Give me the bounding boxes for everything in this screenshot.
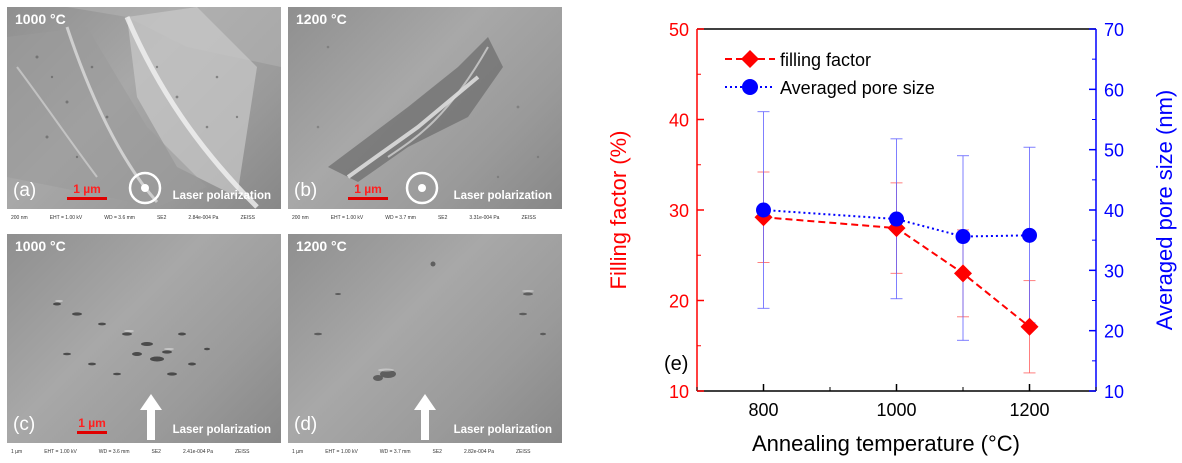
panel-temperature: 1000 °C [15,11,66,27]
x-axis-label: Annealing temperature (°C) [752,431,1020,456]
series-line-filling-factor [763,216,1031,328]
footer-wd: WD = 3.6 mm [98,448,130,455]
data-point-filling-factor [954,264,972,283]
chart-marks [754,111,1039,374]
right-y-tick-label: 60 [1104,80,1124,100]
sem-texture [316,37,540,182]
chart-legend: filling factor Averaged pore size [725,50,935,98]
left-y-tick-label: 50 [669,20,689,40]
panel-temperature: 1200 °C [296,11,347,27]
data-point-pore-size [756,202,771,218]
sem-texture [7,7,281,209]
legend-label-pore-size: Averaged pore size [780,78,935,98]
panel-temperature: 1000 °C [15,238,66,254]
circle-dot-icon [405,171,439,205]
footer-brand: ZEISS [234,448,250,455]
legend-label-filling-factor: filling factor [780,50,871,70]
scale-bar-line [348,197,388,200]
footer-scale: 1 µm [292,448,304,455]
footer-eht: EHT = 1.00 kV [49,214,83,221]
footer-scale: 1 µm [11,448,23,455]
right-y-tick-label: 70 [1104,20,1124,40]
data-point-filling-factor [1020,317,1039,336]
left-y-axis-label: Filling factor (%) [606,131,631,290]
footer-wd: WD = 3.6 mm [104,214,135,221]
right-y-tick-label: 10 [1104,382,1124,402]
x-tick-label: 1200 [1009,400,1049,420]
scale-bar-line [67,197,107,200]
footer-detector: SE2 [151,448,161,455]
chart-axes: 800 1000 1200 10 20 30 40 50 10 20 30 40 50 60 70 [669,20,1124,420]
sem-panel-a: 1000 °C (a) 1 µm Laser polarization 200 … [7,7,281,226]
right-y-tick-label: 40 [1104,201,1124,221]
panel-label: (b) [294,180,318,201]
footer-pressure: 2.82e-004 Pa [463,448,494,455]
polarization-label: Laser polarization [172,424,271,436]
footer-detector: SE2 [156,214,167,221]
footer-brand: ZEISS [515,448,531,455]
footer-eht: EHT = 1.00 kV [330,214,364,221]
footer-scale: 200 nm [292,214,309,221]
footer-eht: EHT = 1.00 kV [44,448,77,455]
footer-wd: WD = 3.7 mm [385,214,416,221]
footer-detector: SE2 [437,214,448,221]
left-y-tick-label: 10 [669,382,689,402]
scale-bar-label: 1 µm [73,182,101,196]
footer-scale: 200 nm [11,214,28,221]
x-tick-label: 800 [748,400,778,420]
circle-dot-icon [128,171,162,205]
panel-label: (c) [13,414,36,435]
right-y-axis-label: Averaged pore size (nm) [1152,90,1177,331]
footer-brand: ZEISS [521,214,536,221]
sem-panel-d: 1200 °C (d) Laser polarization 1 µm EHT … [288,234,562,460]
scale-bar-line [77,431,107,434]
up-arrow-icon [414,394,436,440]
panel-label: (a) [13,180,37,201]
sem-footer: 1 µm EHT = 1.00 kV WD = 3.7 mm SE2 2.82e… [288,443,562,460]
scale-bar: 1 µm [348,182,388,200]
sem-footer: 200 nm EHT = 1.00 kV WD = 3.7 mm SE2 3.3… [288,209,562,226]
right-y-tick-label: 50 [1104,141,1124,161]
chart-e: 800 1000 1200 10 20 30 40 50 10 20 30 40 50 60 70 Anne… [606,20,1177,456]
sem-texture [314,261,546,381]
left-y-tick-label: 20 [669,292,689,312]
left-y-tick-label: 30 [669,201,689,221]
sem-footer: 200 nm EHT = 1.00 kV WD = 3.6 mm SE2 2.8… [7,209,281,226]
legend-marker-filling-factor [741,50,759,68]
sem-footer: 1 µm EHT = 1.00 kV WD = 3.6 mm SE2 2.41e… [7,443,281,460]
scale-bar: 1 µm [77,416,107,434]
polarization-label: Laser polarization [172,190,271,202]
scale-bar-label: 1 µm [354,182,382,196]
footer-eht: EHT = 1.00 kV [325,448,358,455]
data-point-pore-size [955,229,971,245]
panel-label: (d) [294,414,318,435]
legend-marker-pore-size [742,79,758,95]
left-y-tick-label: 40 [669,111,689,131]
panel-temperature: 1200 °C [296,238,347,254]
up-arrow-icon [140,394,162,440]
right-y-tick-label: 30 [1104,261,1124,281]
footer-pressure: 3.31e-004 Pa [469,214,500,221]
sem-panel-b: 1200 °C (b) 1 µm Laser polarization 200 … [288,7,562,226]
footer-wd: WD = 3.7 mm [379,448,411,455]
right-y-tick-label: 20 [1104,322,1124,342]
sem-panel-c: 1000 °C (c) 1 µm Laser polarization 1 µm… [7,234,281,460]
x-tick-label: 1000 [876,400,916,420]
footer-pressure: 2.84e-004 Pa [188,214,219,221]
polarization-label: Laser polarization [453,190,552,202]
sem-texture [53,300,210,376]
footer-detector: SE2 [432,448,442,455]
data-point-pore-size [1022,227,1037,243]
series-line-pore-size [763,209,1030,238]
polarization-label: Laser polarization [453,424,552,436]
scale-bar: 1 µm [67,182,107,200]
scale-bar-label: 1 µm [78,416,106,430]
footer-pressure: 2.41e-004 Pa [182,448,213,455]
footer-brand: ZEISS [240,214,255,221]
data-point-pore-size [889,211,904,227]
chart-panel-label: (e) [664,353,688,375]
